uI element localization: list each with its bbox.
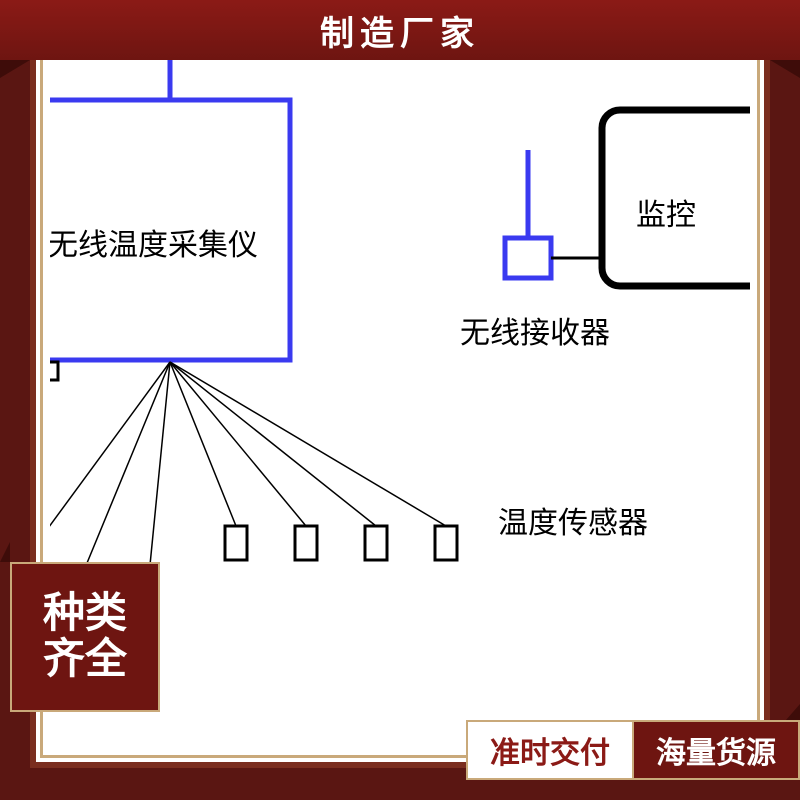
badge-variety: 种类 齐全 (10, 562, 160, 712)
badge-bottom-row: 准时交付 海量货源 (466, 720, 800, 780)
badge-variety-corner (0, 542, 10, 562)
label-monitor: 监控 (636, 190, 696, 234)
badge-huge-supply: 海量货源 (632, 720, 800, 780)
banner-corner-right (770, 60, 800, 78)
banner-corner-left (0, 60, 30, 78)
label-receiver: 无线接收器 (460, 308, 610, 352)
label-collector: 无线温度采集仪 (50, 220, 258, 264)
badge-row-corner (786, 704, 800, 720)
badge-huge-supply-text: 海量货源 (656, 728, 776, 772)
banner-title: 制造厂家 (320, 6, 480, 55)
outer-frame: 无线温度采集仪 无线接收器 监控 温度传感器 制造厂家 种类 齐全 准时交付 海… (0, 0, 800, 800)
label-sensor: 温度传感器 (498, 498, 648, 542)
badge-on-time-text: 准时交付 (490, 728, 610, 772)
badge-on-time: 准时交付 (466, 720, 632, 780)
badge-variety-text: 种类 齐全 (43, 591, 127, 683)
top-banner: 制造厂家 (0, 0, 800, 60)
